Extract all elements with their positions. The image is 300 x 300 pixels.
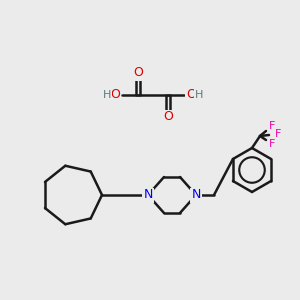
Text: F: F <box>269 139 275 149</box>
Text: N: N <box>191 188 201 202</box>
Text: F: F <box>275 129 281 139</box>
Text: O: O <box>110 88 120 101</box>
Text: O: O <box>133 67 143 80</box>
Text: O: O <box>186 88 196 101</box>
Text: O: O <box>163 110 173 124</box>
Text: N: N <box>143 188 153 202</box>
Text: H: H <box>103 90 111 100</box>
Text: H: H <box>195 90 203 100</box>
Text: F: F <box>269 121 275 131</box>
